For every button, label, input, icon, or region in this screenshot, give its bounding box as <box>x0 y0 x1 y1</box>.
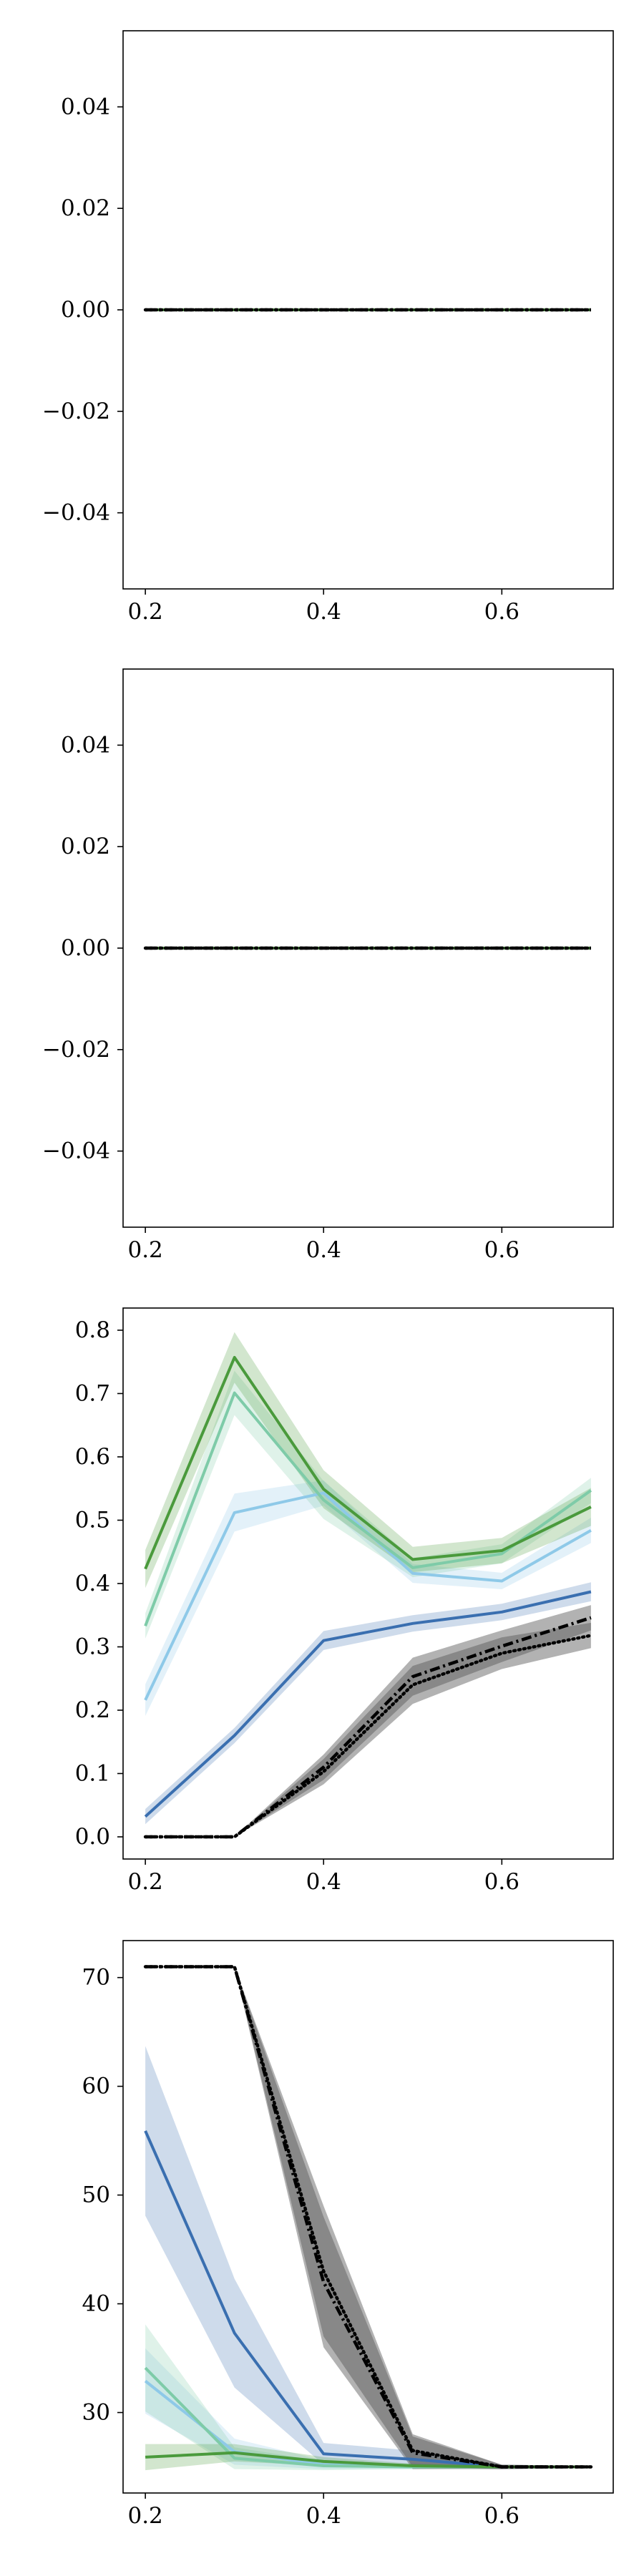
y-tick-label: 0.02 <box>61 834 110 859</box>
series-5-line <box>143 1634 593 1839</box>
x-tick-label: 0.6 <box>484 599 519 625</box>
series-5-line <box>143 1965 593 2469</box>
y-tick-label: −0.02 <box>42 1037 110 1063</box>
y-tick-label: 70 <box>82 1965 110 1991</box>
series-6-line <box>145 1616 592 1839</box>
x-tick-label: 0.6 <box>484 2503 519 2529</box>
x-tick-label: 0.2 <box>127 2503 162 2529</box>
chart-panel-2: 0.2 0.4 0.6 −0.04 −0.02 0.00 0.02 0.04 <box>42 668 614 1263</box>
y-tick-label: 0.0 <box>75 1824 110 1850</box>
series-1-line <box>144 1590 592 1818</box>
y-tick-label: 0.4 <box>75 1571 110 1596</box>
y-tick-label: −0.02 <box>42 399 110 424</box>
y-tick-label: 0.3 <box>75 1634 110 1660</box>
x-tick-label: 0.4 <box>306 2503 341 2529</box>
y-tick-label: 0.6 <box>75 1444 110 1470</box>
series-6-band <box>145 1966 591 2469</box>
y-tick-label: −0.04 <box>42 1138 110 1164</box>
y-tick-label: 60 <box>82 2074 110 2099</box>
y-tick-label: 30 <box>82 2400 110 2426</box>
y-tick-label: 0.04 <box>61 94 110 119</box>
x-tick-label: 0.6 <box>484 1869 519 1895</box>
series-4-line <box>144 1356 592 1570</box>
y-tick-label: 0.02 <box>61 195 110 221</box>
axes-frame <box>122 1940 614 2494</box>
chart-panel-4: 0.2 0.4 0.6 30 40 50 60 70 <box>82 1940 614 2529</box>
y-tick-label: 0.1 <box>75 1761 110 1787</box>
y-tick-label: 0.7 <box>75 1380 110 1406</box>
chart-panel-3: 0.2 0.4 0.6 0.0 0.1 0.2 0.3 0.4 0.5 0.6 0.7 0.8 <box>75 1307 614 1895</box>
y-tick-label: 0.8 <box>75 1317 110 1343</box>
series-3-band <box>145 1370 591 1639</box>
y-tick-label: 50 <box>82 2182 110 2208</box>
chart-panel-1: 0.2 0.4 0.6 −0.04 −0.02 0.00 0.02 0.04 <box>42 30 614 625</box>
y-tick-label: 0.04 <box>61 732 110 758</box>
y-tick-label: 0.00 <box>61 297 110 323</box>
x-tick-label: 0.2 <box>127 1237 162 1263</box>
x-tick-label: 0.2 <box>127 1869 162 1895</box>
y-tick-label: 40 <box>82 2291 110 2317</box>
y-tick-label: −0.04 <box>42 500 110 526</box>
y-tick-label: 0.00 <box>61 935 110 961</box>
x-tick-label: 0.2 <box>127 599 162 625</box>
y-tick-label: 0.2 <box>75 1697 110 1723</box>
series-1-band <box>145 1582 591 1825</box>
x-tick-label: 0.4 <box>306 1237 341 1263</box>
y-tick-label: 0.5 <box>75 1507 110 1533</box>
series-4-band <box>145 2444 591 2471</box>
x-tick-label: 0.4 <box>306 1869 341 1895</box>
series-4-band <box>145 1332 591 1589</box>
series-2-band <box>145 1480 591 1716</box>
series-5-band <box>145 1966 591 2469</box>
x-tick-label: 0.4 <box>306 599 341 625</box>
x-tick-label: 0.6 <box>484 1237 519 1263</box>
